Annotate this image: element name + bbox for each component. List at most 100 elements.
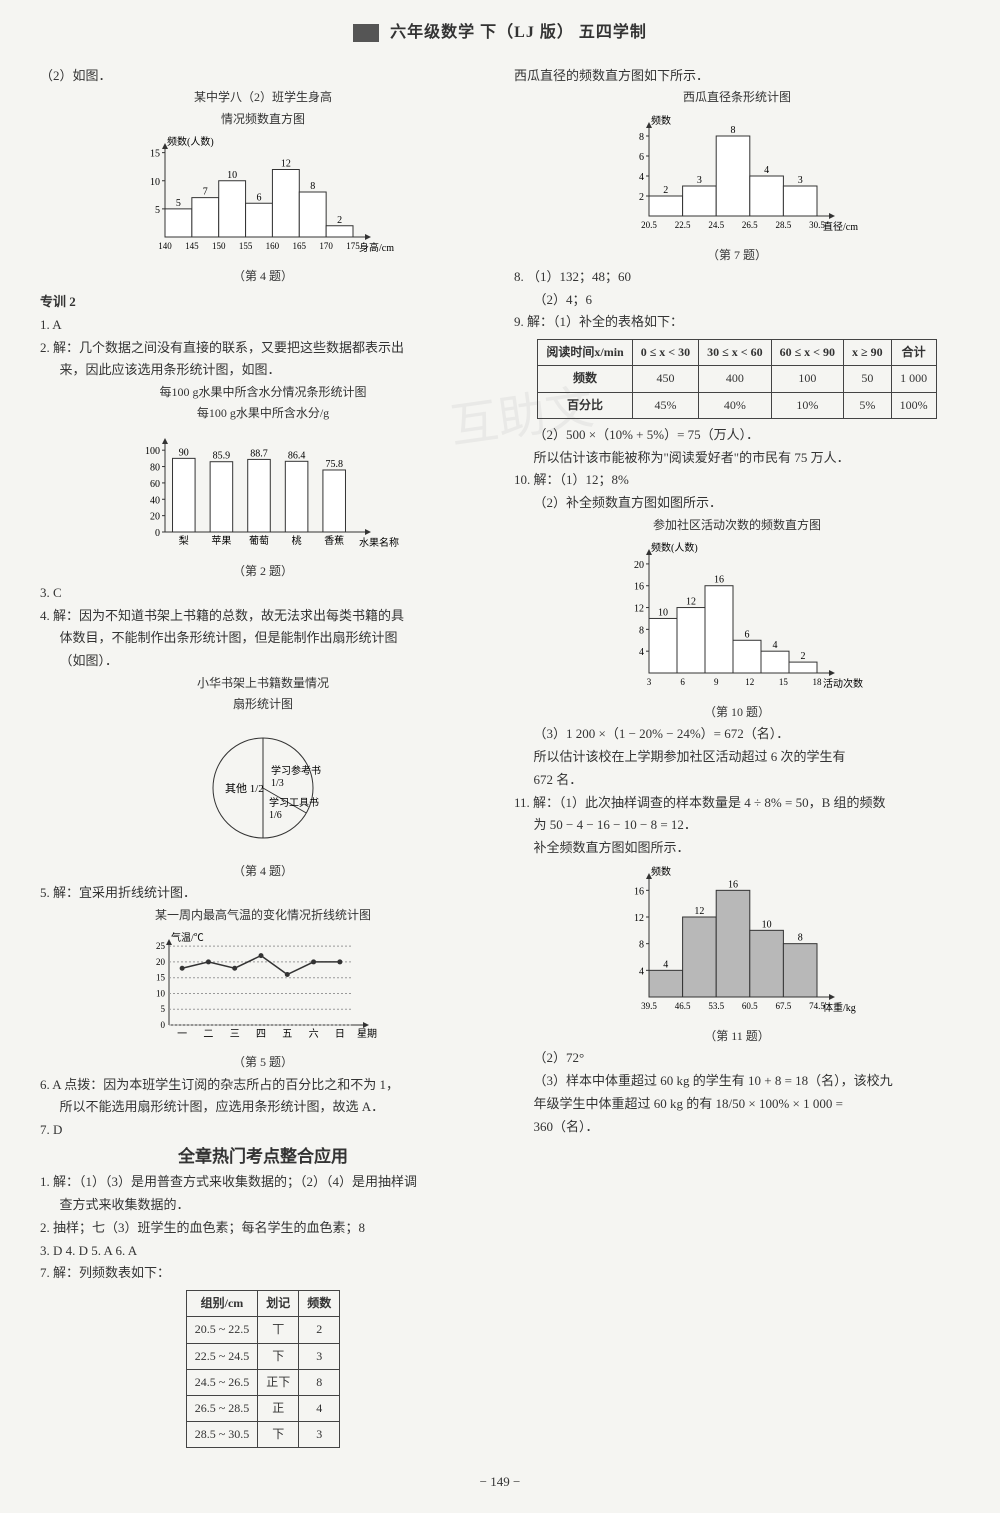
svg-text:身高/cm: 身高/cm <box>359 241 394 254</box>
svg-text:学习工具书: 学习工具书 <box>269 796 319 809</box>
svg-text:直径/cm: 直径/cm <box>823 220 858 233</box>
svg-text:0: 0 <box>155 528 160 539</box>
svg-text:86.4: 86.4 <box>288 450 306 461</box>
fraction: 18/50 × 100% × 1 000 = <box>716 1096 843 1111</box>
svg-text:频数(人数): 频数(人数) <box>651 541 698 554</box>
svg-text:170: 170 <box>319 241 333 251</box>
text: 体数目，不能制作出条形统计图，但是能制作出扇形统计图 <box>40 628 486 649</box>
chart-title: 参加社区活动次数的频数直方图 <box>514 516 960 535</box>
svg-text:175: 175 <box>346 241 360 251</box>
text: 年级学生中体重超过 60 kg 的有 18/50 × 100% × 1 000 … <box>514 1094 960 1115</box>
svg-text:18: 18 <box>813 677 823 687</box>
svg-text:星期: 星期 <box>357 1028 377 1040</box>
svg-text:6: 6 <box>639 152 644 163</box>
svg-text:88.7: 88.7 <box>250 448 268 459</box>
text: 10. 解：（1）12；8% <box>514 470 960 491</box>
chart-title: 某一周内最高气温的变化情况折线统计图 <box>40 906 486 925</box>
svg-text:20: 20 <box>634 560 644 571</box>
svg-text:7: 7 <box>203 186 208 197</box>
svg-text:67.5: 67.5 <box>776 1001 792 1011</box>
chart-title: 情况频数直方图 <box>40 110 486 129</box>
text: 672 名． <box>514 770 960 791</box>
text: 3. C <box>40 583 486 604</box>
svg-text:40: 40 <box>150 495 160 506</box>
svg-text:90: 90 <box>179 447 189 458</box>
svg-text:10: 10 <box>150 177 160 188</box>
svg-text:0: 0 <box>161 1020 166 1030</box>
svg-text:20: 20 <box>150 511 160 522</box>
chart-title: 扇形统计图 <box>40 695 486 714</box>
text: （3）1 200 ×（1 − 20% − 24%）= 672（名）． <box>514 724 960 745</box>
text: （2）补全频数直方图如图所示． <box>514 493 960 514</box>
svg-text:2: 2 <box>801 651 806 662</box>
chart-title: 每100 g水果中所含水分情况条形统计图 <box>40 383 486 402</box>
svg-text:9: 9 <box>714 677 719 687</box>
svg-text:60.5: 60.5 <box>742 1001 758 1011</box>
svg-text:20.5: 20.5 <box>641 220 657 230</box>
svg-text:53.5: 53.5 <box>708 1001 724 1011</box>
histogram-q7: 2468频数直径/cm2384320.522.524.526.528.530.5 <box>607 112 867 242</box>
left-column: （2）如图． 某中学八（2）班学生身高 情况频数直方图 51015频数(人数)身… <box>40 64 486 1455</box>
text: 360（名）． <box>514 1117 960 1138</box>
svg-text:25: 25 <box>156 942 166 952</box>
svg-text:12: 12 <box>686 597 696 608</box>
header-text: 六年级数学 下（LJ 版） 五四学制 <box>390 24 647 41</box>
text: 2. 解：几个数据之间没有直接的联系，又要把这些数据都表示出 <box>40 338 486 359</box>
svg-text:五: 五 <box>282 1029 292 1040</box>
svg-text:二: 二 <box>203 1029 213 1040</box>
svg-text:3: 3 <box>798 175 803 186</box>
text: 6. A 点拨：因为本班学生订阅的杂志所占的百分比之和不为 1， <box>40 1075 486 1096</box>
text: 来，因此应该选用条形统计图，如图． <box>40 360 486 381</box>
text: 1. 解：（1）（3）是用普查方式来收集数据的；（2）（4）是用抽样调 <box>40 1172 486 1193</box>
svg-text:5: 5 <box>161 1005 166 1015</box>
text: 查方式来收集数据的． <box>40 1195 486 1216</box>
svg-text:活动次数: 活动次数 <box>823 677 863 690</box>
svg-text:4: 4 <box>639 966 644 977</box>
svg-text:16: 16 <box>714 575 724 586</box>
chart-title: 某中学八（2）班学生身高 <box>40 88 486 107</box>
caption: （第 2 题） <box>40 562 486 581</box>
text: 所以估计该校在上学期参加社区活动超过 6 次的学生有 <box>514 747 960 768</box>
page-header: 六年级数学 下（LJ 版） 五四学制 <box>40 20 960 46</box>
svg-text:155: 155 <box>239 241 253 251</box>
svg-text:葡萄: 葡萄 <box>249 534 269 547</box>
svg-text:26.5: 26.5 <box>742 220 758 230</box>
table-q9: 阅读时间x/min0 ≤ x < 3030 ≤ x < 6060 ≤ x < 9… <box>537 339 936 419</box>
svg-text:2: 2 <box>663 185 668 196</box>
caption: （第 5 题） <box>40 1053 486 1072</box>
caption: （第 7 题） <box>514 246 960 265</box>
text: 1. A <box>40 315 486 336</box>
svg-text:16: 16 <box>634 582 644 593</box>
svg-text:四: 四 <box>256 1029 266 1040</box>
svg-text:165: 165 <box>293 241 307 251</box>
text: 11. 解：（1）此次抽样调查的样本数量是 4 ÷ 8% = 50，B 组的频数 <box>514 793 960 814</box>
caption: （第 4 题） <box>40 267 486 286</box>
text: 8. （1）132；48；60 <box>514 267 960 288</box>
text: （3）样本中体重超过 60 kg 的学生有 10 + 8 = 18（名），该校九 <box>514 1071 960 1092</box>
text: 西瓜直径的频数直方图如下所示． <box>514 66 960 87</box>
histogram-q11: 481216频数体重/kg4121610839.546.553.560.567.… <box>607 863 867 1023</box>
svg-text:150: 150 <box>212 241 226 251</box>
text: （2）4；6 <box>514 290 960 311</box>
svg-text:6: 6 <box>680 677 685 687</box>
barchart-q2: 020406080100水果名称9085.988.786.475.8梨苹果葡萄桃… <box>123 428 403 558</box>
svg-text:1/3: 1/3 <box>271 778 284 789</box>
text: 所以不能选用扇形统计图，应选用条形统计图，故选 A． <box>40 1097 486 1118</box>
chart-title: 西瓜直径条形统计图 <box>514 88 960 107</box>
svg-text:74.5: 74.5 <box>809 1001 825 1011</box>
svg-text:六: 六 <box>309 1028 319 1040</box>
text: 3. D 4. D 5. A 6. A <box>40 1241 486 1262</box>
svg-text:1/6: 1/6 <box>269 810 282 821</box>
text: （2）72° <box>514 1048 960 1069</box>
svg-text:5: 5 <box>176 198 181 209</box>
svg-text:2: 2 <box>337 215 342 226</box>
svg-text:24.5: 24.5 <box>708 220 724 230</box>
text: （2）如图． <box>40 66 486 87</box>
svg-text:8: 8 <box>639 132 644 143</box>
svg-text:频数(人数): 频数(人数) <box>167 135 214 148</box>
svg-text:8: 8 <box>731 125 736 136</box>
svg-text:水果名称: 水果名称 <box>359 536 399 549</box>
caption: （第 10 题） <box>514 703 960 722</box>
svg-text:10: 10 <box>156 989 166 999</box>
histogram-q10: 48121620频数(人数)活动次数101216642369121518 <box>607 539 867 699</box>
